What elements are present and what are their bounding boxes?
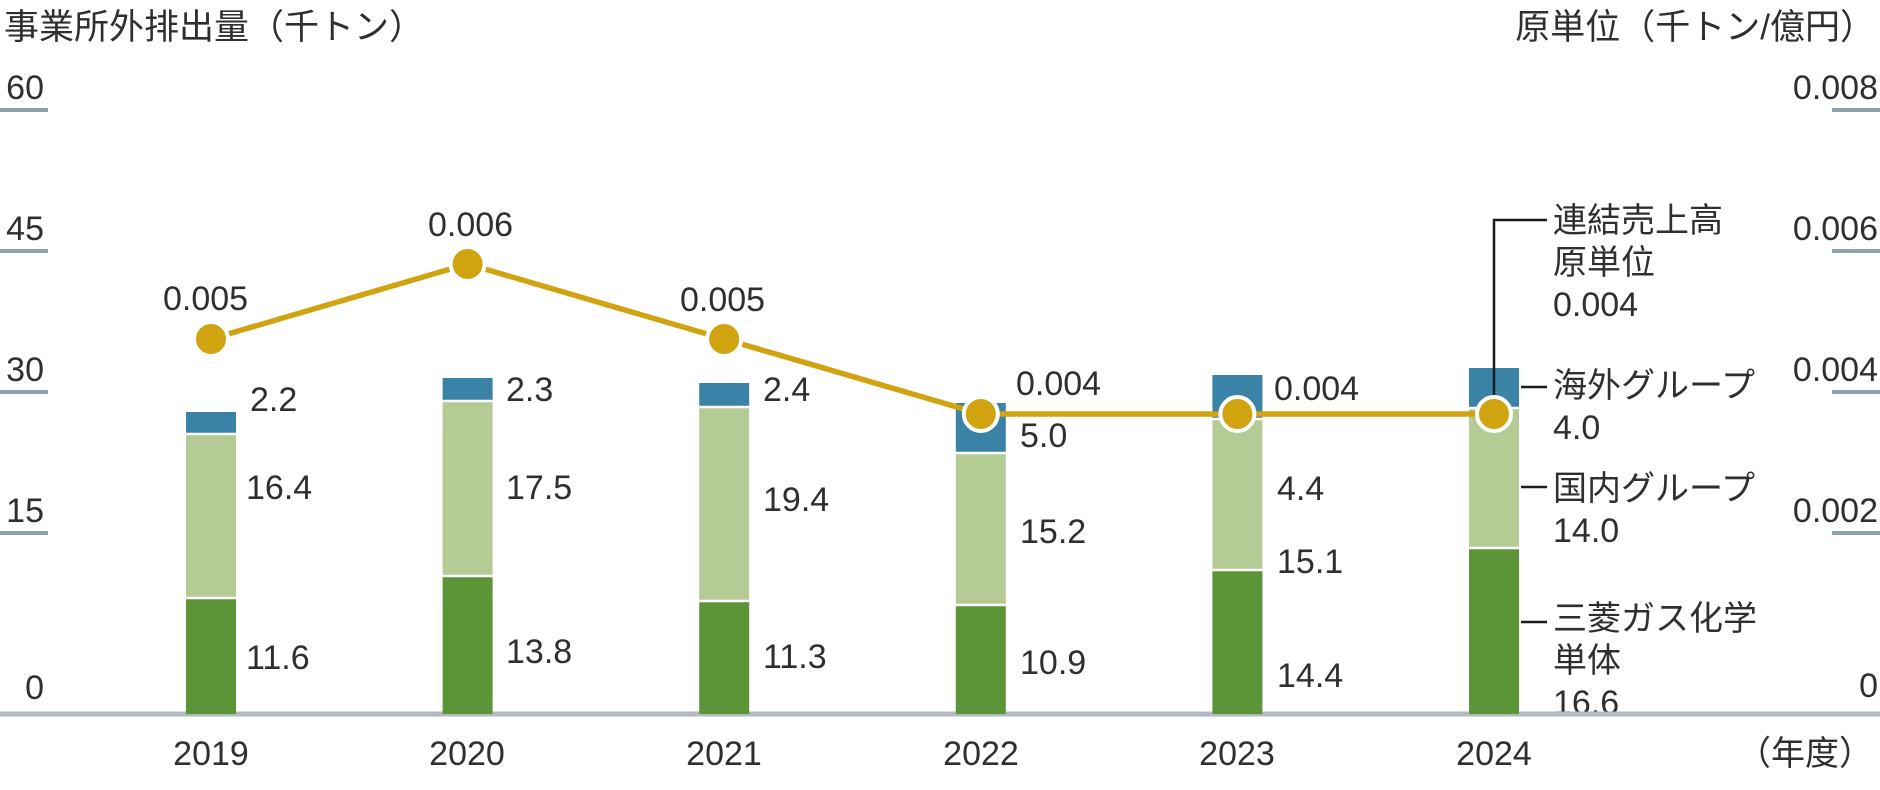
legend-intensity-value: 0.004 [1553, 286, 1639, 324]
bar-segment-0-2019 [186, 598, 236, 714]
bar-segment-1-2020 [442, 401, 493, 576]
left-axis-label-15: 15 [6, 492, 44, 530]
intensity-value-label-2022: 0.004 [1016, 365, 1101, 403]
domestic-value-label-2019: 16.4 [246, 469, 312, 507]
x-label-2020: 2020 [429, 735, 505, 773]
bar-segment-1-2019 [186, 434, 236, 598]
callout-layer [1492, 218, 1547, 624]
unit-value-label-2020: 13.8 [506, 633, 572, 671]
left-axis-label-30: 30 [6, 351, 44, 389]
bar-segment-0-2023 [1212, 570, 1263, 714]
legend-intensity-line1: 連結売上高 [1553, 202, 1723, 240]
legend-item-intensity: 連結売上高 原単位 0.004 [1553, 200, 1723, 326]
legend-item-overseas: 海外グループ 4.0 [1553, 365, 1755, 449]
labels-layer: 0.005 0.006 0.005 0.004 0.004 2.2 16.4 11.6 2.3 1… [163, 206, 1359, 695]
right-axis-label-0002: 0.002 [1792, 492, 1878, 530]
line-layer [192, 245, 1513, 433]
left-axis-label-45: 45 [6, 210, 44, 248]
bar-segment-separator [699, 405, 750, 409]
legend-domestic-label: 国内グループ [1553, 470, 1755, 508]
bar-segment-0-2020 [442, 576, 493, 714]
bar-segment-1-2022 [955, 453, 1006, 605]
domestic-value-label-2023: 15.1 [1277, 543, 1343, 581]
callout-line-intensity [1492, 218, 1547, 414]
x-label-2021: 2021 [686, 735, 762, 773]
legend-unit-line1: 三菱ガス化学 [1553, 600, 1757, 638]
left-axis-label-0: 0 [25, 669, 44, 707]
x-label-2024: 2024 [1456, 735, 1532, 773]
bar-segment-0-2024 [1469, 548, 1519, 714]
intensity-value-label-2023: 0.004 [1274, 370, 1359, 408]
intensity-marker-2022 [961, 395, 1000, 433]
overseas-value-label-2020: 2.3 [506, 371, 553, 409]
x-label-2022: 2022 [943, 735, 1019, 773]
overseas-value-label-2023: 4.4 [1277, 470, 1324, 508]
bar-segment-0-2022 [955, 605, 1006, 714]
domestic-value-label-2020: 17.5 [506, 469, 572, 507]
bar-segment-separator [442, 399, 493, 403]
intensity-marker-2024 [1475, 395, 1513, 433]
intensity-line [210, 261, 1494, 417]
right-axis-title: 原単位（千トン/億円） [1515, 8, 1875, 47]
intensity-marker-2019 [192, 320, 230, 358]
overseas-value-label-2021: 2.4 [763, 371, 810, 409]
bar-segment-separator [699, 599, 750, 603]
bar-segment-2-2020 [442, 378, 493, 401]
left-axis-title: 事業所外排出量（千トン） [4, 8, 425, 47]
bar-segment-2-2019 [186, 412, 236, 434]
bar-segment-1-2023 [1212, 419, 1263, 570]
right-axis-label-0008: 0.008 [1792, 69, 1878, 107]
bar-segment-separator [186, 432, 236, 436]
unit-value-label-2023: 14.4 [1277, 657, 1343, 695]
legend-unit-line2: 単体 [1553, 642, 1621, 680]
legend-intensity-line2: 原単位 [1553, 244, 1655, 282]
bar-segment-separator [1469, 546, 1519, 550]
bar-segment-separator [186, 596, 236, 600]
intensity-value-label-2020: 0.006 [428, 206, 513, 244]
x-label-2019: 2019 [173, 735, 249, 773]
intensity-marker-2020 [448, 245, 487, 283]
legend-domestic-value: 14.0 [1553, 512, 1620, 550]
legend-overseas-label: 海外グループ [1553, 367, 1755, 405]
right-axis-label-0006: 0.006 [1792, 210, 1878, 248]
bar-segment-separator [442, 574, 493, 578]
intensity-value-label-2019: 0.005 [163, 280, 248, 318]
legend-item-domestic: 国内グループ 14.0 [1553, 468, 1755, 552]
intensity-value-label-2021: 0.005 [680, 281, 765, 319]
unit-value-label-2019: 11.6 [246, 639, 310, 677]
unit-value-label-2022: 10.9 [1020, 644, 1086, 682]
right-axis-label-0: 0 [1859, 667, 1878, 705]
domestic-value-label-2022: 15.2 [1020, 513, 1086, 551]
ticks-layer [0, 108, 1880, 717]
bar-segment-0-2021 [699, 601, 750, 714]
legend-overseas-value: 4.0 [1553, 409, 1601, 447]
bar-segment-separator [955, 603, 1006, 607]
bar-segment-separator [1212, 568, 1263, 572]
bar-segment-2-2021 [699, 383, 750, 407]
intensity-marker-2021 [705, 320, 744, 358]
x-label-2023: 2023 [1199, 735, 1275, 773]
x-axis-unit-label: （年度） [1737, 735, 1873, 773]
right-axis-label-0004: 0.004 [1792, 351, 1878, 389]
unit-value-label-2021: 11.3 [763, 638, 827, 676]
domestic-value-label-2021: 19.4 [763, 481, 829, 519]
left-axis-label-60: 60 [6, 69, 44, 107]
overseas-value-label-2022: 5.0 [1020, 417, 1067, 455]
intensity-marker-2023 [1218, 395, 1257, 433]
bar-segment-separator [955, 451, 1006, 455]
overseas-value-label-2019: 2.2 [250, 381, 297, 419]
bar-segment-1-2021 [699, 407, 750, 601]
